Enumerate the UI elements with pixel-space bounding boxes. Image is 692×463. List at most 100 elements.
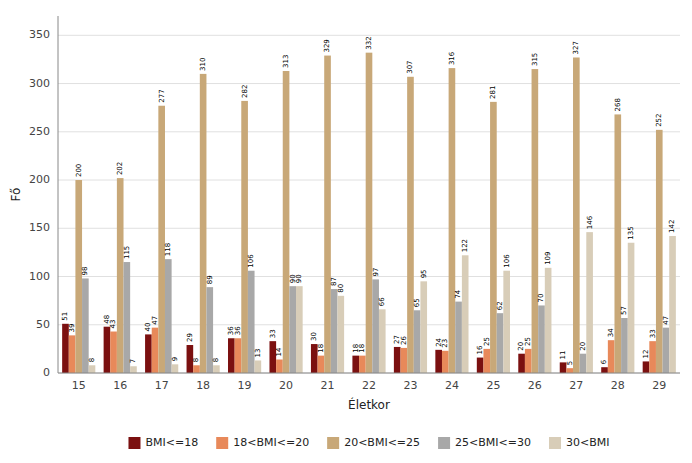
bar [318,356,325,373]
bar [621,318,628,373]
data-label: 36 [234,326,242,335]
data-label: 277 [158,89,166,102]
data-label: 252 [655,113,663,126]
data-label: 268 [614,98,622,111]
data-label: 9 [171,357,179,361]
legend-swatch [438,437,450,449]
y-tick-label: 100 [29,270,50,283]
data-label: 5 [566,361,574,365]
data-label: 13 [254,349,262,358]
bar [497,313,504,373]
x-tick-label: 26 [528,379,542,392]
data-label: 33 [649,329,657,338]
bar [366,53,373,373]
data-label: 8 [192,358,200,362]
data-label: 18 [358,344,366,353]
bar [435,350,442,373]
legend-swatch [327,437,339,449]
x-tick-label: 19 [238,379,252,392]
bar [462,255,469,373]
bar [255,360,262,373]
data-label: 118 [164,243,172,256]
data-label: 122 [461,239,469,252]
bar [407,77,414,373]
data-label: 62 [496,301,504,310]
bar [518,354,525,373]
y-tick-label: 200 [29,173,50,186]
x-tick-label: 18 [196,379,210,392]
data-label: 20 [579,342,587,351]
x-tick-label: 15 [72,379,86,392]
data-label: 39 [68,323,76,332]
y-axis-label: Fő [9,188,23,202]
data-label: 14 [275,347,283,356]
data-label: 57 [620,306,628,315]
bar [442,351,449,373]
x-tick-label: 25 [486,379,500,392]
bar [296,286,303,373]
data-label: 18 [317,344,325,353]
y-tick-label: 350 [29,28,50,41]
data-label: 200 [75,164,83,177]
legend-swatch [216,437,228,449]
x-tick-label: 24 [445,379,459,392]
legend: BMI<=1818<BMI<=2020<BMI<=2525<BMI<=3030<… [128,436,609,449]
bar [545,268,552,373]
bar [324,56,331,373]
bar [566,368,573,373]
bar [165,259,172,373]
bar [110,332,117,373]
chart: 0501001502002503003505148402936333018272… [0,0,692,463]
data-label: 327 [572,41,580,54]
bar [372,279,379,373]
bar [414,310,421,373]
legend-item: 18<BMI<=20 [216,436,309,449]
data-label: 313 [282,55,290,68]
data-label: 109 [544,251,552,264]
data-label: 106 [503,254,511,268]
data-label: 310 [199,58,207,71]
x-tick-label: 21 [321,379,335,392]
x-tick-label: 29 [652,379,666,392]
bar [503,271,510,373]
data-label: 282 [241,85,249,98]
legend-label: BMI<=18 [145,436,198,449]
data-label: 89 [206,275,214,284]
x-tick-label: 23 [403,379,417,392]
bar [75,180,82,373]
x-tick-label: 20 [279,379,293,392]
bar [656,130,663,373]
legend-label: 25<BMI<=30 [455,436,531,449]
bar [276,359,283,373]
bar [69,335,76,373]
bar [379,309,386,373]
bar [200,74,207,373]
legend-item: 30<BMI [549,436,610,449]
data-label: 47 [151,316,159,325]
x-tick-label: 17 [155,379,169,392]
legend-swatch [128,437,140,449]
legend-label: 18<BMI<=20 [233,436,309,449]
y-tick-label: 50 [36,318,50,331]
bar [614,114,621,373]
data-label: 12 [642,349,650,358]
legend-label: 30<BMI [566,436,610,449]
bar [235,338,242,373]
data-label: 74 [454,289,462,298]
bar [172,364,179,373]
data-label: 329 [323,39,331,52]
y-tick-label: 150 [29,221,50,234]
bar [538,305,545,373]
bar [331,289,338,373]
legend-item: BMI<=18 [128,436,198,449]
bar [586,232,593,373]
data-label: 26 [400,335,408,344]
data-label: 47 [662,316,670,325]
bar [89,365,96,373]
data-label: 11 [559,350,567,359]
x-tick-label: 27 [569,379,583,392]
y-tick-label: 250 [29,125,50,138]
bar [337,296,344,373]
bar [477,358,484,373]
x-tick-label: 28 [611,379,625,392]
